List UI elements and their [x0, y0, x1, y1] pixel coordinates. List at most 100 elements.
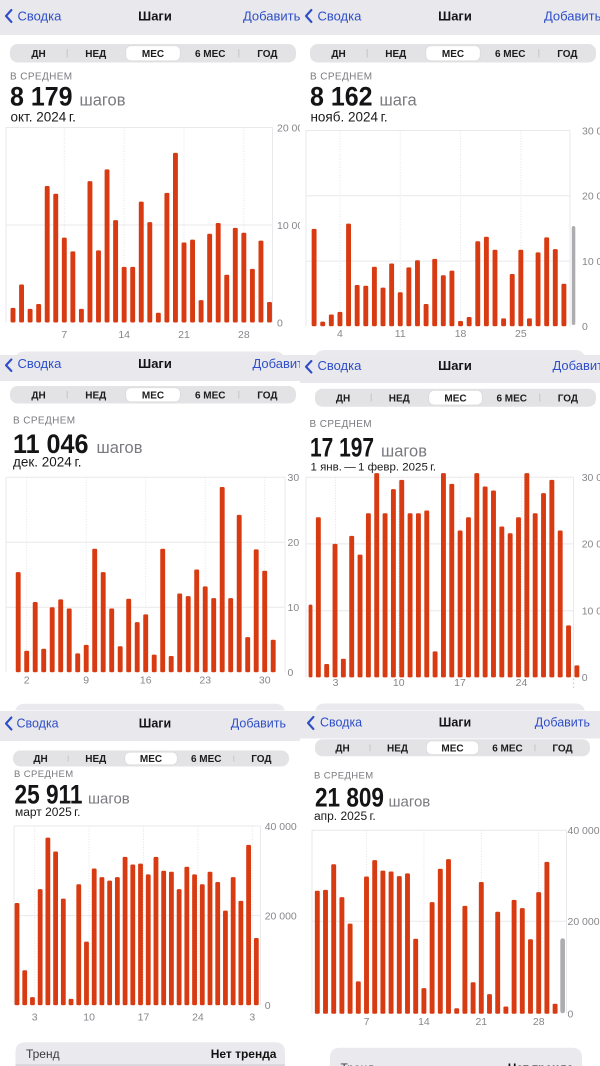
- svg-text:6 МЕС: 6 МЕС: [195, 391, 226, 402]
- svg-text:НЕД: НЕД: [387, 743, 408, 754]
- svg-text:Сводка: Сводка: [18, 8, 63, 23]
- svg-text:3: 3: [32, 1012, 38, 1023]
- svg-text:ДН: ДН: [31, 391, 45, 402]
- svg-text:6 МЕС: 6 МЕС: [191, 754, 222, 765]
- svg-text:20 000: 20 000: [582, 540, 600, 551]
- svg-text:14: 14: [418, 1016, 430, 1027]
- svg-text:Добавить: Добавить: [243, 8, 300, 23]
- svg-text:30 000: 30 000: [582, 473, 600, 484]
- svg-text:23: 23: [199, 676, 211, 687]
- svg-text:3: 3: [333, 678, 339, 689]
- svg-text:18: 18: [455, 329, 467, 340]
- svg-text:Шаги: Шаги: [138, 8, 172, 23]
- svg-text:28: 28: [238, 330, 250, 341]
- svg-text:Добавить: Добавить: [535, 715, 590, 729]
- svg-text:МЕС: МЕС: [140, 754, 162, 765]
- svg-text:17: 17: [138, 1012, 150, 1023]
- svg-text:ГОД: ГОД: [257, 391, 277, 402]
- svg-text:В СРЕДНЕМ: В СРЕДНЕМ: [10, 71, 73, 82]
- svg-text:НЕД: НЕД: [385, 49, 406, 60]
- svg-text:ГОД: ГОД: [557, 49, 577, 60]
- svg-text:0: 0: [582, 674, 588, 685]
- svg-text:Сводка: Сводка: [18, 357, 63, 372]
- svg-text:В СРЕДНЕМ: В СРЕДНЕМ: [314, 770, 374, 781]
- svg-text:Нет тренда: Нет тренда: [508, 1061, 574, 1066]
- svg-text:6 МЕС: 6 МЕС: [195, 49, 226, 60]
- svg-text:ДН: ДН: [31, 49, 45, 60]
- svg-text:Сводка: Сводка: [17, 716, 59, 730]
- svg-text:ГОД: ГОД: [251, 754, 271, 765]
- svg-text:0: 0: [582, 322, 588, 333]
- svg-text:7: 7: [364, 1016, 370, 1027]
- svg-text:1 янв. — 1 февр. 2025 г.: 1 янв. — 1 февр. 2025 г.: [311, 462, 437, 474]
- svg-text:ДН: ДН: [331, 49, 345, 60]
- svg-text:20 000: 20 000: [582, 192, 600, 203]
- svg-text:апр. 2025 г.: апр. 2025 г.: [314, 808, 376, 822]
- svg-text:2: 2: [24, 676, 30, 687]
- svg-text:Шаги: Шаги: [438, 8, 472, 23]
- svg-text:Шаги: Шаги: [139, 716, 171, 730]
- svg-text:16: 16: [140, 676, 152, 687]
- svg-text:МЕС: МЕС: [444, 394, 466, 405]
- svg-text:40 000: 40 000: [567, 826, 599, 837]
- svg-text:20 000: 20 000: [567, 917, 599, 928]
- svg-text:МЕС: МЕС: [441, 743, 463, 754]
- svg-text:30: 30: [259, 676, 271, 687]
- svg-text:14: 14: [118, 330, 130, 341]
- svg-text:10 000: 10 000: [582, 257, 600, 268]
- svg-text:НЕД: НЕД: [85, 754, 106, 765]
- svg-text:МЕС: МЕС: [442, 49, 464, 60]
- svg-text:ГОД: ГОД: [257, 49, 277, 60]
- svg-text:21: 21: [475, 1016, 487, 1027]
- svg-text:МЕС: МЕС: [142, 391, 164, 402]
- svg-text:40 000: 40 000: [265, 821, 297, 832]
- svg-text:24: 24: [516, 678, 528, 689]
- svg-text:6 МЕС: 6 МЕС: [496, 394, 527, 405]
- svg-text:ДН: ДН: [336, 394, 350, 405]
- svg-text:Шаги: Шаги: [438, 358, 472, 373]
- svg-text:Добавить: Добавить: [552, 358, 600, 373]
- svg-text:Шаги: Шаги: [138, 357, 172, 372]
- svg-text:март 2025 г.: март 2025 г.: [15, 804, 80, 818]
- svg-text:10 000: 10 000: [582, 607, 600, 618]
- svg-text:окт. 2024 г.: окт. 2024 г.: [11, 109, 76, 124]
- svg-text:В СРЕДНЕМ: В СРЕДНЕМ: [14, 769, 74, 780]
- svg-text:В СРЕДНЕМ: В СРЕДНЕМ: [310, 420, 373, 431]
- svg-text:20 000: 20 000: [265, 911, 297, 922]
- svg-text:В СРЕДНЕМ: В СРЕДНЕМ: [310, 71, 373, 82]
- svg-text:6 МЕС: 6 МЕС: [495, 49, 526, 60]
- svg-text:20 000: 20 000: [287, 538, 300, 549]
- svg-text:4: 4: [337, 329, 343, 340]
- svg-text:25: 25: [515, 329, 527, 340]
- svg-text:дек. 2024 г.: дек. 2024 г.: [13, 455, 81, 470]
- svg-text:ДН: ДН: [33, 754, 47, 765]
- svg-text:10 000: 10 000: [287, 603, 300, 614]
- svg-text:Добавить: Добавить: [544, 8, 600, 23]
- svg-text:ГОД: ГОД: [558, 394, 578, 405]
- svg-text:9: 9: [83, 676, 89, 687]
- svg-text:0: 0: [287, 668, 293, 679]
- svg-text:3: 3: [249, 1012, 255, 1023]
- svg-text:6 МЕС: 6 МЕС: [492, 743, 523, 754]
- svg-text:Сводка: Сводка: [318, 358, 363, 373]
- svg-text:Тренд: Тренд: [26, 1047, 60, 1061]
- svg-text:0: 0: [567, 1009, 573, 1020]
- svg-text:10 000: 10 000: [277, 221, 300, 232]
- svg-text:ГОД: ГОД: [552, 743, 572, 754]
- svg-text:Тренд: Тренд: [341, 1061, 375, 1066]
- svg-text:МЕС: МЕС: [142, 49, 164, 60]
- svg-text:В СРЕДНЕМ: В СРЕДНЕМ: [13, 416, 76, 427]
- svg-text:28: 28: [533, 1016, 545, 1027]
- svg-text:11: 11: [395, 329, 406, 340]
- svg-text:21: 21: [178, 330, 190, 341]
- svg-text:Сводка: Сводка: [320, 715, 362, 729]
- svg-text:20 000: 20 000: [277, 123, 300, 134]
- svg-text:НЕД: НЕД: [389, 394, 410, 405]
- svg-text:7: 7: [61, 330, 67, 341]
